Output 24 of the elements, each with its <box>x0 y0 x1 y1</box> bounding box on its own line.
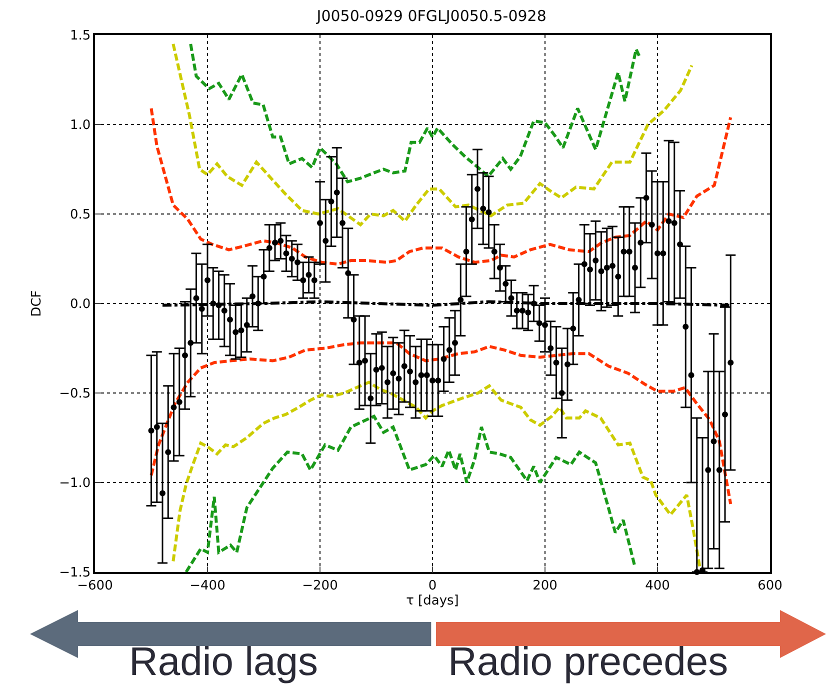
y-tick-label: 0.5 <box>70 208 91 223</box>
x-tick-label: −200 <box>302 578 338 594</box>
y-tick-label: −1.0 <box>59 476 91 492</box>
line-series <box>150 341 732 506</box>
line-series <box>150 106 732 266</box>
chart-title: J0050-0929 0FGLJ0050.5-0928 <box>316 6 546 25</box>
x-tick-label: 600 <box>758 578 782 594</box>
text: Radio lags <box>129 640 318 684</box>
y-tick-label: −0.5 <box>59 386 91 402</box>
x-tick-label: −400 <box>190 578 226 594</box>
y-tick-label: −1.5 <box>59 566 91 581</box>
line-series <box>172 42 694 226</box>
x-tick-label: 400 <box>645 578 670 594</box>
y-tick-label: 0.0 <box>70 297 91 312</box>
y-axis-title: DCF <box>30 290 45 317</box>
y-tick-label: 1.0 <box>70 118 91 134</box>
x-tick-label: 0 <box>428 578 437 594</box>
x-tick-label: −600 <box>77 578 113 594</box>
text: Radio precedes <box>448 640 728 684</box>
x-tick-label: 200 <box>532 578 558 594</box>
line-series <box>184 414 636 572</box>
y-tick-label: 1.5 <box>70 28 91 44</box>
line-series <box>189 42 641 184</box>
x-axis-title: τ [days] <box>406 593 459 608</box>
